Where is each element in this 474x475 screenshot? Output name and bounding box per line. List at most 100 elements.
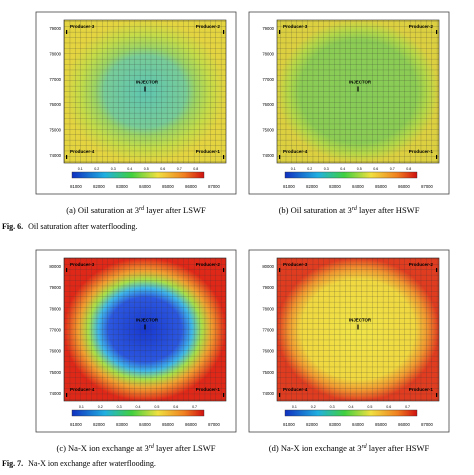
colorbar: [284, 171, 418, 179]
injector-label: INJECTOR: [349, 318, 372, 323]
well-marker: [436, 30, 438, 34]
x-tick-label: 81000: [283, 184, 295, 189]
well-marker: [223, 155, 225, 159]
well-label: Producer-3: [70, 24, 95, 29]
well-marker: [66, 30, 68, 34]
x-tick-label: 87000: [421, 422, 433, 427]
well-marker: [223, 30, 225, 34]
colorbar: [71, 409, 205, 417]
caption-text: layer after LSWF: [144, 205, 206, 215]
well-label: Producer-1: [409, 149, 434, 154]
figure-text: Oil saturation after waterflooding.: [28, 222, 137, 231]
caption-text: layer after HSWF: [367, 443, 430, 453]
x-tick-label: 82000: [93, 422, 105, 427]
colorbar-label: 0.2: [311, 405, 316, 409]
well-label: Producer-1: [196, 149, 221, 154]
well-label: Producer-4: [283, 149, 308, 154]
well-label: Producer-1: [409, 387, 434, 392]
well-label: Producer-2: [196, 24, 221, 29]
y-tick-label: 74000: [49, 153, 61, 158]
caption-superscript: rd: [149, 444, 155, 450]
colorbar-label: 0.4: [340, 167, 345, 171]
x-tick-label: 85000: [162, 422, 174, 427]
y-tick-label: 75000: [262, 370, 274, 375]
colorbar-label: 0.2: [94, 167, 99, 171]
x-tick-label: 83000: [116, 422, 128, 427]
injector-label: INJECTOR: [136, 80, 159, 85]
colorbar-label: 0.6: [373, 167, 378, 171]
x-tick-label: 86000: [185, 422, 197, 427]
caption-text: layer after LSWF: [154, 443, 216, 453]
y-tick-label: 79000: [49, 285, 61, 290]
x-tick-label: 85000: [375, 184, 387, 189]
well-marker: [436, 393, 438, 397]
x-tick-label: 84000: [352, 422, 364, 427]
colorbar-label: 0.6: [160, 167, 165, 171]
colorbar-label: 0.7: [390, 167, 395, 171]
x-tick-label: 82000: [93, 184, 105, 189]
colorbar-label: 0.7: [192, 405, 197, 409]
well-label: Producer-4: [283, 387, 308, 392]
well-label: Producer-3: [283, 262, 308, 267]
colorbar-label: 0.3: [117, 405, 122, 409]
well-marker: [436, 155, 438, 159]
y-tick-label: 76000: [49, 349, 61, 354]
well-marker: [279, 155, 281, 159]
y-tick-label: 76000: [262, 349, 274, 354]
well-label: Producer-2: [196, 262, 221, 267]
caption-text: (c) Na-X ion exchange at 3: [56, 443, 148, 453]
y-tick-label: 79000: [262, 285, 274, 290]
y-tick-label: 75000: [262, 128, 274, 133]
x-tick-label: 86000: [185, 184, 197, 189]
y-tick-label: 75000: [49, 370, 61, 375]
colorbar-label: 0.4: [349, 405, 354, 409]
well-marker: [66, 393, 68, 397]
y-tick-label: 78000: [49, 306, 61, 311]
figure-text: Na-X ion exchange after waterflooding.: [28, 459, 156, 468]
colorbar-label: 0.1: [291, 167, 296, 171]
y-tick-label: 77000: [49, 77, 61, 82]
figure-caption: Fig. 6. Oil saturation after waterfloodin…: [2, 222, 137, 231]
colorbar: [71, 171, 205, 179]
colorbar-label: 0.1: [292, 405, 297, 409]
figure-caption: Fig. 7. Na-X ion exchange after waterfloo…: [2, 459, 156, 468]
y-tick-label: 76000: [262, 102, 274, 107]
x-tick-label: 87000: [208, 422, 220, 427]
y-tick-label: 78000: [262, 306, 274, 311]
y-tick-label: 76000: [49, 102, 61, 107]
x-tick-label: 85000: [375, 422, 387, 427]
caption-superscript: rd: [362, 444, 368, 450]
x-tick-label: 84000: [139, 184, 151, 189]
caption-text: (a) Oil saturation at 3: [66, 205, 139, 215]
y-tick-label: 75000: [49, 128, 61, 133]
y-tick-label: 77000: [262, 328, 274, 333]
colorbar-label: 0.3: [324, 167, 329, 171]
x-tick-label: 85000: [162, 184, 174, 189]
y-tick-label: 77000: [49, 328, 61, 333]
colorbar-label: 0.2: [307, 167, 312, 171]
figure-label: Fig. 7.: [2, 459, 23, 468]
well-label: Producer-2: [409, 24, 434, 29]
injector-label: INJECTOR: [349, 80, 372, 85]
caption-superscript: rd: [139, 206, 145, 212]
x-tick-label: 83000: [116, 184, 128, 189]
colorbar-label: 0.3: [111, 167, 116, 171]
well-marker: [223, 393, 225, 397]
x-tick-label: 87000: [421, 184, 433, 189]
colorbar-label: 0.6: [386, 405, 391, 409]
x-tick-label: 87000: [208, 184, 220, 189]
x-tick-label: 84000: [139, 422, 151, 427]
colorbar-label: 0.3: [330, 405, 335, 409]
panel-caption: (d) Na-X ion exchange at 3rd layer after…: [269, 443, 430, 453]
injector-marker: [357, 324, 359, 330]
well-marker: [436, 268, 438, 272]
colorbar-label: 0.6: [173, 405, 178, 409]
well-marker: [223, 268, 225, 272]
well-marker: [279, 393, 281, 397]
x-tick-label: 82000: [306, 422, 318, 427]
x-tick-label: 81000: [283, 422, 295, 427]
colorbar-label: 0.4: [136, 405, 141, 409]
y-tick-label: 78000: [49, 51, 61, 56]
well-label: Producer-4: [70, 149, 95, 154]
panel-caption: (c) Na-X ion exchange at 3rd layer after…: [56, 443, 215, 453]
